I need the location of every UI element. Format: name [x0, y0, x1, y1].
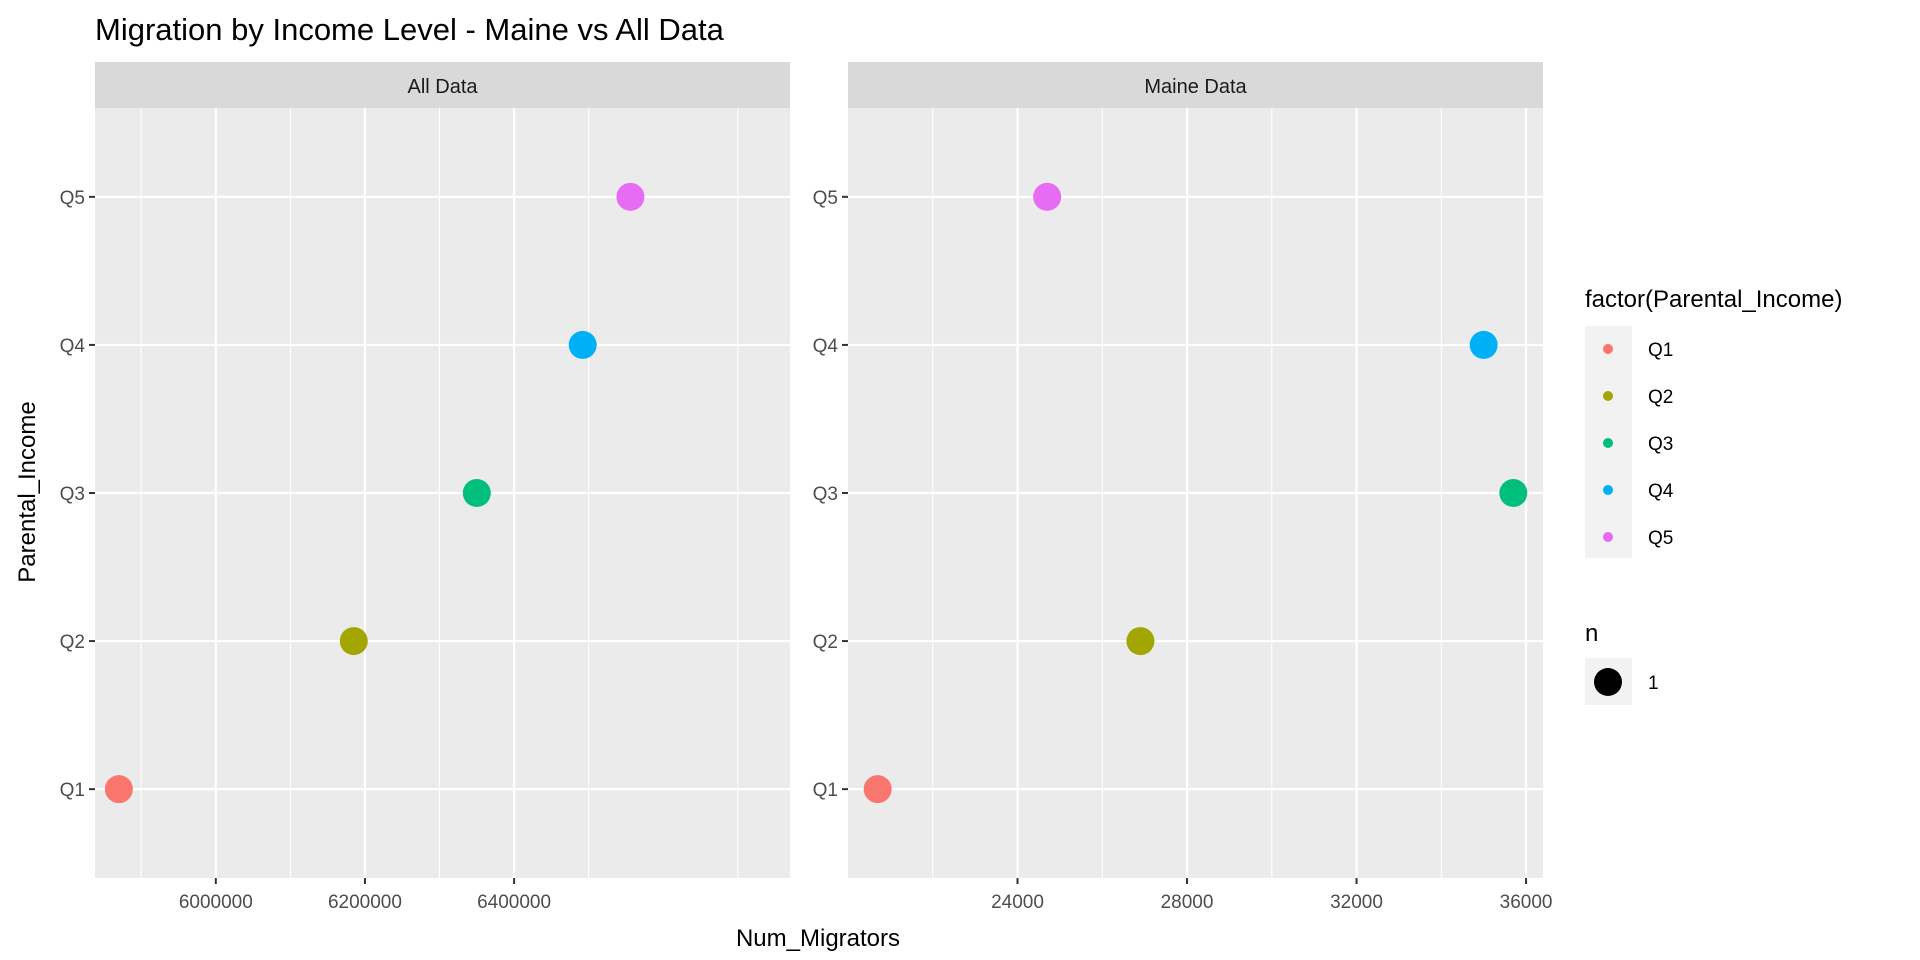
legend-size-title: n	[1585, 620, 1598, 647]
facet-maine-data: Maine Data 24000 28000 32000 36000 Q1 Q2 Q3 Q4 Q5	[813, 62, 1553, 913]
legend-size-label: 1	[1648, 673, 1659, 694]
legend-label-q4: Q4	[1648, 481, 1674, 502]
facet-all-data: All Data 6000000 6200000 6400000 Q1 Q2 Q3 Q4 Q5	[60, 62, 790, 913]
legend-key-q2	[1603, 391, 1613, 401]
data-point-q2	[1126, 627, 1155, 656]
legend-label-q1: Q1	[1648, 340, 1673, 361]
legend-key-q5	[1603, 532, 1613, 542]
legend-color-items: Q1 Q2 Q3 Q4 Q5	[1603, 340, 1674, 549]
data-point-q2	[339, 627, 368, 656]
x-tick-label: 24000	[991, 892, 1044, 913]
facet-strip-label: All Data	[407, 76, 478, 98]
x-tick-label: 32000	[1330, 892, 1383, 913]
data-point-q5	[1033, 182, 1062, 211]
legend: factor(Parental_Income) Q1 Q2 Q3 Q4 Q5 n 1	[1585, 286, 1842, 705]
y-tick-label: Q1	[813, 780, 838, 801]
data-point-q5	[616, 182, 645, 211]
data-point-q1	[104, 775, 133, 804]
y-axis-label: Parental_Income	[14, 401, 41, 582]
x-axis-label: Num_Migrators	[736, 925, 900, 952]
legend-key-q3	[1603, 438, 1613, 448]
y-tick-label: Q5	[60, 188, 85, 209]
data-point-q3	[1499, 479, 1528, 507]
facet-strip	[848, 62, 1543, 108]
x-tick-label: 6200000	[328, 892, 402, 913]
legend-key-q1	[1603, 344, 1613, 354]
y-tick-label: Q2	[60, 632, 85, 653]
legend-key-q4	[1603, 485, 1613, 495]
y-tick-label: Q1	[60, 780, 85, 801]
legend-label-q2: Q2	[1648, 387, 1673, 408]
x-tick-label: 36000	[1500, 892, 1553, 913]
y-tick-label: Q3	[813, 484, 838, 505]
legend-color-title: factor(Parental_Income)	[1585, 286, 1842, 313]
legend-size-items: 1	[1594, 668, 1659, 696]
y-tick-label: Q4	[60, 336, 86, 357]
data-point-q4	[568, 330, 597, 359]
facet-strip	[95, 62, 790, 108]
x-tick-label: 28000	[1161, 892, 1214, 913]
x-tick-label: 6000000	[179, 892, 253, 913]
chart-title: Migration by Income Level - Maine vs All…	[95, 12, 725, 47]
legend-label-q3: Q3	[1648, 434, 1673, 455]
y-tick-label: Q4	[813, 336, 839, 357]
legend-label-q5: Q5	[1648, 528, 1673, 549]
data-point-q4	[1469, 330, 1498, 359]
y-tick-label: Q2	[813, 632, 838, 653]
x-tick-label: 6400000	[477, 892, 551, 913]
y-tick-label: Q5	[813, 188, 838, 209]
legend-size-key	[1594, 668, 1622, 696]
data-point-q3	[462, 479, 491, 507]
y-tick-label: Q3	[60, 484, 85, 505]
facet-strip-label: Maine Data	[1144, 76, 1247, 98]
data-point-q1	[863, 775, 892, 804]
